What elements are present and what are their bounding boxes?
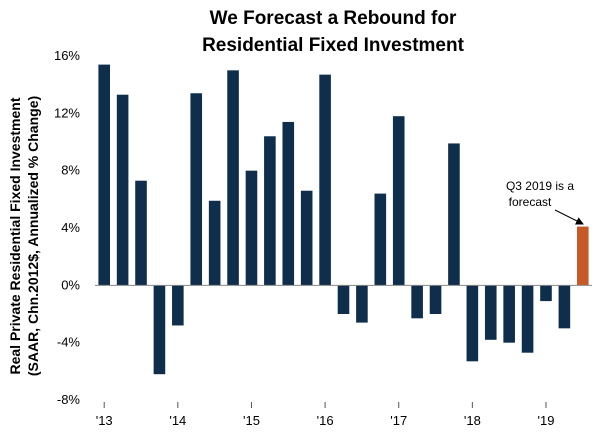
forecast-bar [576,226,589,286]
x-tick-label: '14 [169,413,186,428]
bar [466,285,479,362]
bar [521,285,534,353]
forecast-annotation-arrow [554,209,584,225]
bar [356,285,368,323]
bar [337,285,350,314]
bar [264,136,276,286]
bar [153,285,166,375]
bar [429,285,442,314]
bar [227,70,239,286]
x-tick-label: '16 [317,413,334,428]
y-tick-label: 8% [61,163,80,178]
bar [190,93,203,286]
bar [392,116,405,286]
x-tick-label: '13 [96,413,113,428]
bar [208,200,221,286]
x-tick-label: '15 [243,413,260,428]
forecast-annotation-line-2: forecast [509,195,552,209]
bar [484,285,497,340]
forecast-annotation-line-1: Q3 2019 is a [506,179,574,193]
y-axis-title-line-1: Real Private Residential Fixed Investmen… [7,97,23,374]
bar [98,64,111,286]
bar [411,285,423,319]
bar [116,94,129,286]
bar [448,143,460,286]
y-tick-label: -4% [57,335,81,350]
bar [135,180,147,286]
bar [540,285,552,302]
y-tick-label: 12% [54,105,80,120]
bar [282,121,295,286]
y-tick-label: -8% [57,392,81,407]
x-tick-label: '17 [390,413,407,428]
bar [300,190,313,286]
y-tick-label: 16% [54,48,80,63]
x-axis-ticks: '13 '14 '15 '16 '17 '18 '19 [96,402,555,428]
y-tick-label: 0% [61,277,80,292]
bar [558,285,571,329]
chart-title-line-1: We Forecast a Rebound for [210,8,457,29]
bar [245,170,258,286]
bar [374,193,387,286]
bars [98,64,589,375]
y-axis-title-line-2: (SAAR, Chn.2012$, Annualized % Change) [25,96,41,376]
bar [172,285,184,326]
y-axis-ticks: 16% 12% 8% 4% 0% -4% -8% [54,48,80,407]
x-tick-label: '19 [538,413,555,428]
bar [503,285,515,343]
x-tick-label: '18 [464,413,481,428]
chart-title-line-2: Residential Fixed Investment [202,35,465,56]
bar [319,74,331,286]
y-tick-label: 4% [61,220,80,235]
